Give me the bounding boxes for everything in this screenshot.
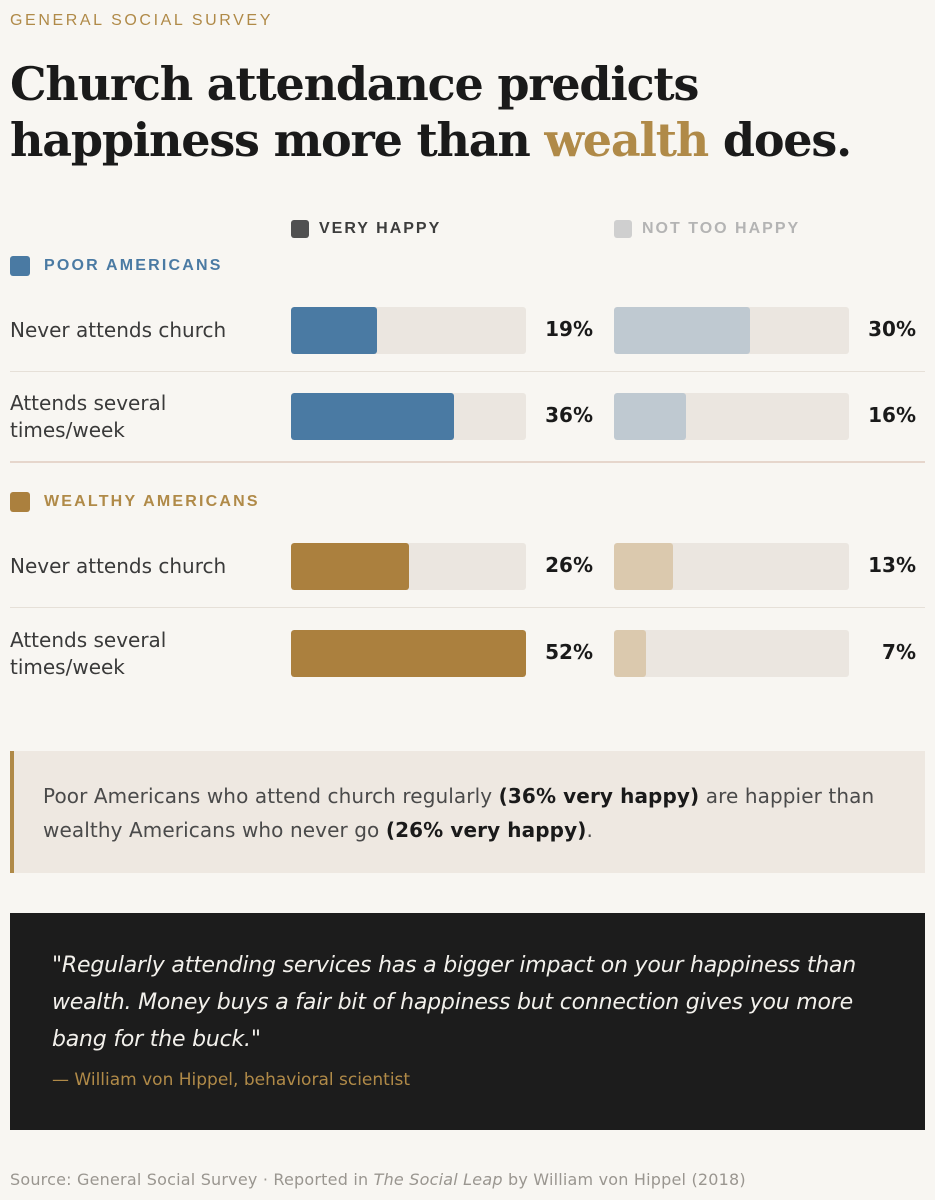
wealthy-row-1-not-value: 13%: [868, 553, 916, 577]
wealthy-row-1-not-track: [614, 543, 849, 590]
legend-very-happy: VERY HAPPY: [291, 220, 441, 238]
poor-row-1-very-track: [291, 307, 526, 354]
wealthy-row-1-label: Never attends church: [10, 554, 227, 578]
wealthy-row-1-very-value: 26%: [545, 553, 593, 577]
headline-part1: Church attendance predicts happiness mor…: [10, 57, 699, 167]
legend-not-too-happy-swatch: [614, 220, 632, 238]
quote-box: "Regularly attending services has a bigg…: [10, 913, 925, 1130]
poor-row-2-not-track: [614, 393, 849, 440]
legend-very-happy-swatch: [291, 220, 309, 238]
callout-bold-2: (26% very happy): [385, 818, 587, 842]
legend-not-too-happy: NOT TOO HAPPY: [614, 220, 800, 238]
group-poor-swatch: [10, 256, 30, 276]
group-wealthy-label: WEALTHY AMERICANS: [44, 493, 260, 510]
wealthy-row-2-very-track: [291, 630, 526, 677]
headline-part2: does.: [708, 113, 852, 167]
source-prefix: Source: General Social Survey · Reported…: [10, 1170, 374, 1189]
wealthy-row-2-not-value: 7%: [882, 640, 916, 664]
legend-very-happy-label: VERY HAPPY: [319, 220, 442, 237]
wealthy-row-2-not-track: [614, 630, 849, 677]
kicker: GENERAL SOCIAL SURVEY: [10, 12, 273, 29]
wealthy-row-1-very-track: [291, 543, 526, 590]
source-suffix: by William von Hippel (2018): [502, 1170, 746, 1189]
poor-row-2-very-bar: [291, 393, 454, 440]
quote-text: "Regularly attending services has a bigg…: [52, 953, 857, 1052]
source-note: Source: General Social Survey · Reported…: [10, 1170, 746, 1189]
legend-not-too-happy-label: NOT TOO HAPPY: [642, 220, 801, 237]
wealthy-row-2-very-bar: [291, 630, 526, 677]
group-divider: [10, 461, 925, 463]
poor-row-2-not-bar: [614, 393, 687, 440]
wealthy-row-1-very-bar: [291, 543, 409, 590]
callout-text: Poor Americans who attend church regular…: [43, 779, 925, 847]
wealthy-row-2-label: Attends several times/week: [10, 627, 167, 679]
poor-row-1-very-bar: [291, 307, 377, 354]
headline-accent-word: wealth: [544, 113, 709, 167]
poor-row-2-label: Attends several times/week: [10, 390, 167, 442]
callout-text-1: Poor Americans who attend church regular…: [43, 784, 499, 808]
group-wealthy-swatch: [10, 492, 30, 512]
poor-row-1-not-track: [614, 307, 849, 354]
poor-row-1-not-bar: [614, 307, 750, 354]
poor-row-divider: [10, 371, 925, 372]
wealthy-row-1-not-bar: [614, 543, 673, 590]
group-header-poor: POOR AMERICANS: [10, 256, 223, 276]
group-header-wealthy: WEALTHY AMERICANS: [10, 492, 260, 512]
poor-row-1-very-value: 19%: [545, 317, 593, 341]
poor-row-1-not-value: 30%: [868, 317, 916, 341]
source-book-title: The Social Leap: [373, 1170, 503, 1189]
wealthy-row-divider: [10, 607, 925, 608]
group-poor-label: POOR AMERICANS: [44, 257, 223, 274]
poor-row-2-not-value: 16%: [868, 403, 916, 427]
poor-row-1-label: Never attends church: [10, 318, 227, 342]
wealthy-row-2-not-bar: [614, 630, 646, 677]
callout-bold-1: (36% very happy): [498, 784, 700, 808]
callout-text-2: are happier than wealthy Americans who n…: [43, 784, 875, 842]
callout-text-3: .: [586, 818, 593, 842]
wealthy-row-2-very-value: 52%: [545, 640, 593, 664]
poor-row-2-very-value: 36%: [545, 403, 593, 427]
callout-box: Poor Americans who attend church regular…: [10, 751, 925, 873]
quote-attribution: — William von Hippel, behavioral scienti…: [52, 1070, 411, 1090]
headline: Church attendance predicts happiness mor…: [10, 56, 925, 168]
poor-row-2-very-track: [291, 393, 526, 440]
